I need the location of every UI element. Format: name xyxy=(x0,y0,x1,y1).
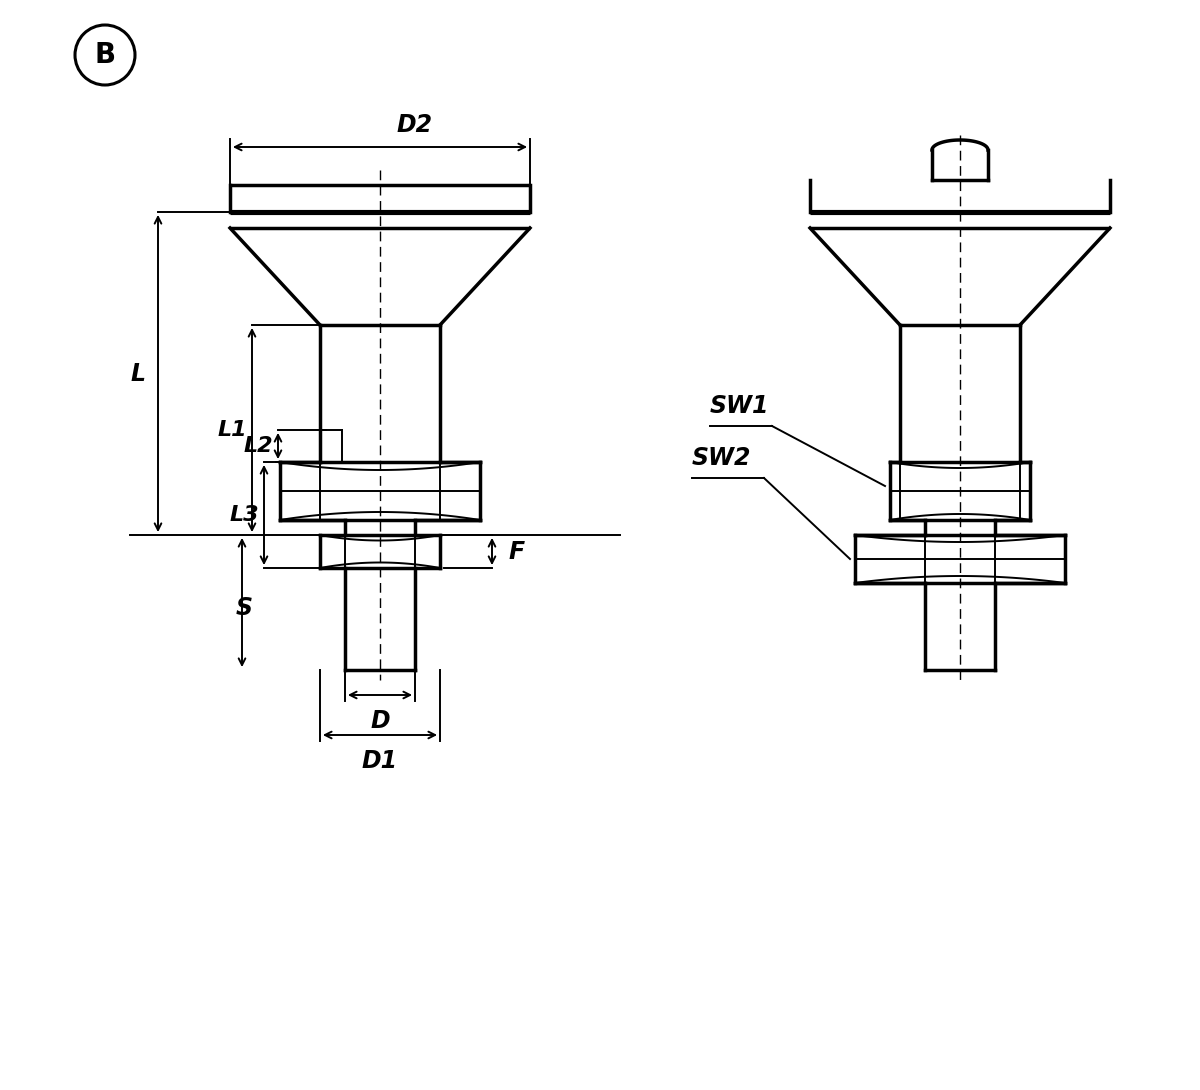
Text: S: S xyxy=(235,595,252,619)
Text: L2: L2 xyxy=(244,436,272,456)
Text: D1: D1 xyxy=(362,749,398,773)
Text: L: L xyxy=(131,362,145,386)
Text: B: B xyxy=(95,41,115,69)
Text: D2: D2 xyxy=(397,113,433,137)
Text: SW2: SW2 xyxy=(692,446,751,470)
Text: SW1: SW1 xyxy=(710,393,769,417)
Text: L1: L1 xyxy=(217,420,247,440)
Text: D: D xyxy=(370,708,390,732)
Text: L3: L3 xyxy=(229,505,259,525)
Text: F: F xyxy=(508,540,524,564)
